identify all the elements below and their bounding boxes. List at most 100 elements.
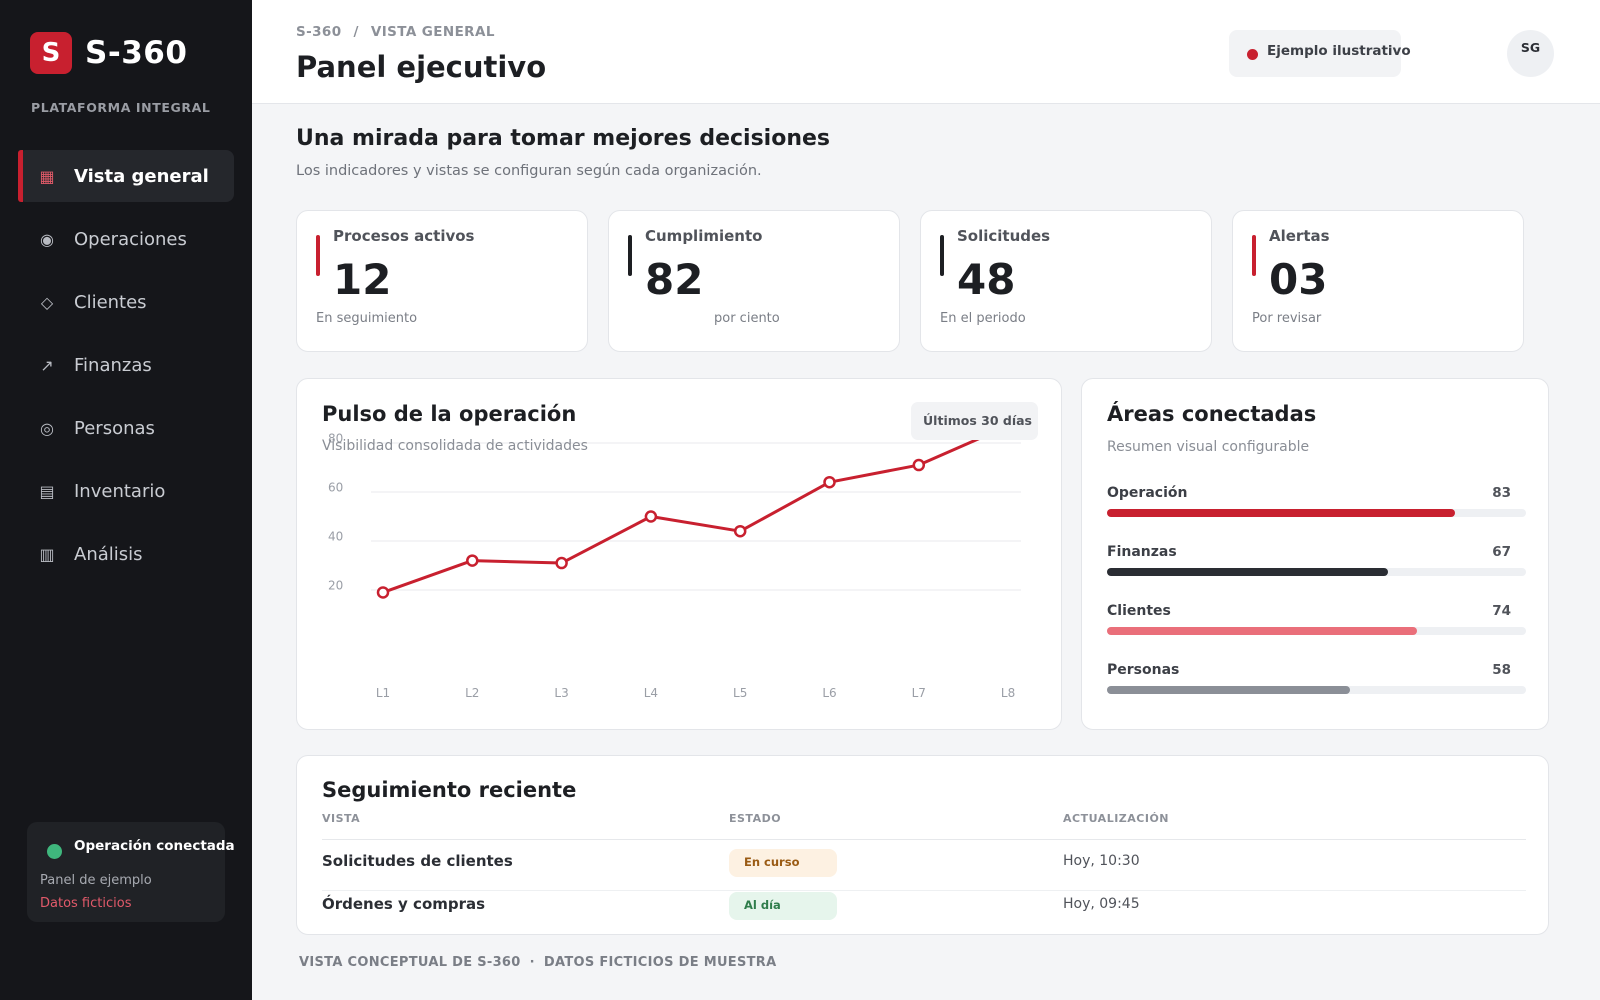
avatar[interactable]: SG <box>1507 30 1554 77</box>
kpi-label: Cumplimiento <box>645 227 763 245</box>
area-name: Personas <box>1107 662 1180 678</box>
data-point <box>555 556 568 570</box>
table-row-divider <box>322 890 1526 891</box>
sidebar-item-inventario[interactable]: ▤ Inventario <box>18 465 234 517</box>
bars-box-icon: ▥ <box>39 544 55 564</box>
kpi-accent-bar <box>940 235 944 276</box>
x-tick-label: L2 <box>465 686 479 700</box>
sidebar-item-operaciones[interactable]: ◉ Operaciones <box>18 213 234 265</box>
y-tick-label: 40 <box>328 530 343 544</box>
row-updated: Hoy, 09:45 <box>1063 896 1140 912</box>
series-line <box>382 424 1009 594</box>
footer-note: VISTA CONCEPTUAL DE S-360 · DATOS FICTICIO… <box>299 955 776 970</box>
sidebar-item-label: Análisis <box>74 543 143 565</box>
data-point <box>912 458 926 472</box>
kpi-card-procesos: Procesos activos 12 En seguimiento <box>296 210 588 352</box>
area-value: 74 <box>1492 603 1511 619</box>
sidebar-item-label: Operaciones <box>74 228 187 250</box>
area-row-operacion: Operación 83 <box>1107 485 1526 525</box>
date-range-button[interactable]: Últimos 30 días <box>911 402 1038 440</box>
x-tick-label: L6 <box>822 686 836 700</box>
status-subtitle: Panel de ejemplo <box>40 873 152 888</box>
area-name: Operación <box>1107 485 1188 501</box>
kpi-value: 82 <box>645 255 704 304</box>
breadcrumb: S-360 / VISTA GENERAL <box>296 24 495 40</box>
sidebar-item-label: Vista general <box>74 165 209 187</box>
sidebar-item-clientes[interactable]: ◇ Clientes <box>18 276 234 328</box>
sidebar-item-vista-general[interactable]: ▦ Vista general <box>18 150 234 202</box>
area-value: 67 <box>1492 544 1511 560</box>
kpi-label: Procesos activos <box>333 227 475 245</box>
section-title: Una mirada para tomar mejores decisiones <box>296 126 831 151</box>
area-name: Finanzas <box>1107 544 1177 560</box>
area-row-finanzas: Finanzas 67 <box>1107 544 1526 584</box>
sidebar-item-personas[interactable]: ◎ Personas <box>18 402 234 454</box>
recent-table-card: Seguimiento reciente VISTA ESTADO ACTUAL… <box>296 755 1549 935</box>
footer-left: VISTA CONCEPTUAL DE S-360 <box>299 955 521 970</box>
area-value: 58 <box>1492 662 1511 678</box>
row-name[interactable]: Solicitudes de clientes <box>322 852 513 870</box>
breadcrumb-root[interactable]: S-360 <box>296 24 342 40</box>
grid-icon: ▦ <box>39 166 55 186</box>
brand-name: S-360 <box>85 35 188 71</box>
section-subtitle: Los indicadores y vistas se configuran s… <box>296 163 762 179</box>
top-header: S-360 / VISTA GENERAL Panel ejecutivo Ejem… <box>252 0 1600 104</box>
area-row-clientes: Clientes 74 <box>1107 603 1526 643</box>
kpi-card-cumplimiento: Cumplimiento 82 por ciento <box>608 210 900 352</box>
kpi-caption: por ciento <box>714 311 780 326</box>
target-icon: ◎ <box>40 418 54 438</box>
data-point <box>644 510 658 523</box>
pulse-chart-card: 20 40 60 80 L1 L2 L3 L4 L5 L6 L7 L8 Pulso de la ope… <box>296 378 1062 730</box>
logo-mark-icon: S <box>30 32 72 74</box>
row-name[interactable]: Órdenes y compras <box>322 895 486 913</box>
example-badge: Ejemplo ilustrativo <box>1229 30 1411 77</box>
area-progress-fill <box>1107 686 1351 694</box>
area-progress-fill <box>1107 509 1455 517</box>
areas-card: Áreas conectadas Resumen visual configur… <box>1081 378 1549 730</box>
connection-status-card: Operación conectada Panel de ejemplo Dat… <box>27 822 235 922</box>
sidebar-item-label: Inventario <box>74 480 166 502</box>
radio-icon: ◉ <box>40 229 54 249</box>
sidebar: S S-360 PLATAFORMA INTEGRAL ▦ Vista gene… <box>0 0 252 1000</box>
kpi-card-alertas: Alertas 03 Por revisar <box>1232 210 1524 352</box>
list-box-icon: ▤ <box>39 481 55 501</box>
area-progress-track <box>1107 568 1526 576</box>
areas-subtitle: Resumen visual configurable <box>1107 439 1310 455</box>
footer-right: DATOS FICTICIOS DE MUESTRA <box>543 955 777 970</box>
sidebar-item-label: Finanzas <box>74 354 152 376</box>
sidebar-item-label: Clientes <box>74 291 147 313</box>
kpi-accent-bar <box>316 235 320 276</box>
area-name: Clientes <box>1107 603 1171 619</box>
x-tick-label: L5 <box>733 686 747 700</box>
brand-tagline: PLATAFORMA INTEGRAL <box>31 100 211 115</box>
page-title: Panel ejecutivo <box>296 50 547 84</box>
x-tick-label: L3 <box>554 686 568 700</box>
area-progress-track <box>1107 509 1526 517</box>
areas-title: Áreas conectadas <box>1107 402 1317 426</box>
sidebar-item-analisis[interactable]: ▥ Análisis <box>18 528 234 580</box>
row-updated: Hoy, 10:30 <box>1063 853 1140 869</box>
data-point <box>466 554 479 567</box>
kpi-label: Solicitudes <box>957 227 1051 245</box>
kpi-caption: Por revisar <box>1252 311 1322 326</box>
x-tick-label: L7 <box>912 686 926 700</box>
column-header-estado: ESTADO <box>729 812 782 825</box>
sidebar-item-finanzas[interactable]: ↗ Finanzas <box>18 339 234 391</box>
badge-dot-icon <box>1247 49 1258 60</box>
x-tick-label: L4 <box>644 686 658 700</box>
x-tick-label: L1 <box>376 686 390 700</box>
column-header-vista: VISTA <box>322 812 361 825</box>
badge-label: Ejemplo ilustrativo <box>1267 43 1411 59</box>
area-value: 83 <box>1492 485 1511 501</box>
brand-logo[interactable]: S S-360 <box>30 32 187 74</box>
kpi-value: 03 <box>1269 255 1328 304</box>
y-tick-label: 80 <box>328 432 343 446</box>
y-tick-label: 60 <box>328 481 343 495</box>
data-point <box>823 475 836 489</box>
area-row-personas: Personas 58 <box>1107 662 1526 702</box>
status-badge: En curso <box>729 849 837 877</box>
trend-arrow-icon: ↗ <box>40 355 54 375</box>
status-dot-icon <box>47 844 62 859</box>
x-tick-label: L8 <box>1001 686 1015 700</box>
kpi-value: 12 <box>333 255 392 304</box>
